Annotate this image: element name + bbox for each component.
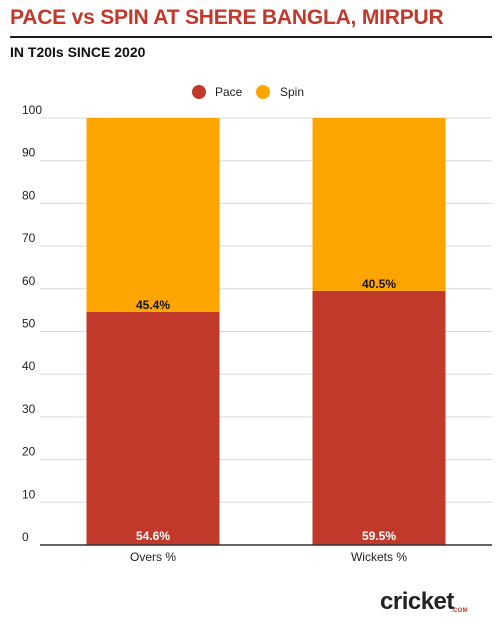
y-tick-label: 70 xyxy=(22,231,36,245)
chart-subtitle: IN T20Is SINCE 2020 xyxy=(10,44,146,60)
cricket-logo: cricket xyxy=(380,588,454,615)
y-tick-label: 80 xyxy=(22,188,36,202)
y-tick-label: 50 xyxy=(22,317,36,331)
x-tick-label: Wickets % xyxy=(351,550,407,564)
cricket-logo-sub: .COM xyxy=(451,608,468,614)
y-tick-label: 60 xyxy=(22,274,36,288)
y-tick-label: 100 xyxy=(22,103,42,117)
bar-spin xyxy=(86,118,220,312)
data-label: 40.5% xyxy=(362,277,396,291)
legend-swatch-pace xyxy=(192,85,206,99)
x-tick-label: Overs % xyxy=(130,550,176,564)
title-divider xyxy=(10,36,492,38)
y-tick-label: 20 xyxy=(22,445,36,459)
stacked-bar-chart: 0 10 20 30 40 50 60 70 80 90 100 54.6% 45.4% Overs % 5… xyxy=(22,85,492,564)
legend-label-spin: Spin xyxy=(280,85,304,99)
bar-spin xyxy=(312,118,446,291)
legend-label-pace: Pace xyxy=(215,85,243,99)
legend-swatch-spin xyxy=(256,85,270,99)
y-tick-label: 40 xyxy=(22,359,36,373)
bar-pace xyxy=(312,290,446,545)
bar-pace xyxy=(86,311,220,545)
y-tick-label: 0 xyxy=(22,530,29,544)
chart-title: PACE vs SPIN AT SHERE BANGLA, MIRPUR xyxy=(10,6,444,29)
data-label: 54.6% xyxy=(136,529,170,543)
y-tick-label: 90 xyxy=(22,146,36,160)
data-label: 59.5% xyxy=(362,529,396,543)
y-tick-label: 10 xyxy=(22,487,36,501)
data-label: 45.4% xyxy=(136,298,170,312)
y-tick-label: 30 xyxy=(22,402,36,416)
